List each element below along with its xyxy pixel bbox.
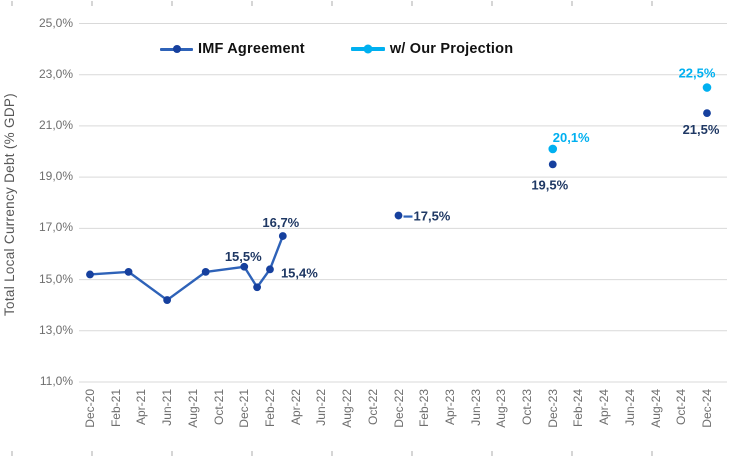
x-tick-label: Dec-21 — [237, 389, 252, 428]
edge-tick-mark — [11, 1, 13, 6]
data-point — [703, 109, 711, 118]
edge-tick-mark — [171, 451, 173, 456]
legend-dot-projection-icon — [363, 44, 373, 54]
edge-tick-mark — [251, 1, 253, 6]
data-point — [201, 267, 210, 276]
legend-dot-imf-icon — [172, 45, 181, 53]
data-label: 22,5% — [679, 66, 716, 81]
x-tick-label: Aug-21 — [185, 389, 200, 428]
x-tick-label: Feb-22 — [262, 389, 277, 428]
x-tick-label: Oct-24 — [674, 389, 689, 426]
x-axis: Dec-20 Feb-21 Apr-21 Jun-21 Aug-21 Oct-21 Dec-… — [0, 389, 730, 453]
y-tick-label: 13,0% — [38, 322, 73, 337]
x-tick-label: Feb-24 — [571, 389, 586, 428]
x-tick-label: Oct-23 — [520, 389, 535, 426]
edge-tick-mark — [491, 451, 493, 456]
data-label: 20,1% — [553, 130, 590, 145]
data-point — [702, 83, 712, 92]
data-point — [278, 232, 287, 240]
x-tick-label: Jun-21 — [160, 389, 175, 426]
data-point — [163, 296, 172, 304]
data-label: 15,5% — [225, 249, 262, 264]
x-tick-label: Oct-21 — [211, 389, 226, 426]
y-tick-label: 19,0% — [38, 169, 73, 184]
legend-item-imf-agreement: IMF Agreement — [160, 41, 305, 57]
y-tick-label: 11,0% — [39, 374, 73, 388]
x-tick-label: Apr-24 — [597, 389, 612, 426]
x-tick-label: Oct-22 — [365, 389, 380, 426]
data-label: 16,7% — [262, 215, 299, 230]
x-tick-label: Jun-24 — [622, 389, 637, 426]
x-tick-label: Dec-23 — [545, 389, 560, 428]
legend-item-our-projection: w/ Our Projection — [350, 41, 514, 57]
edge-tick-mark — [11, 451, 13, 456]
data-label: 19,5% — [531, 177, 568, 192]
edge-tick-mark — [91, 451, 93, 456]
edge-tick-mark — [91, 1, 93, 6]
data-label: 15,4% — [281, 265, 318, 280]
data-point — [86, 270, 94, 279]
edge-tick-mark — [571, 451, 573, 456]
edge-tick-mark — [411, 451, 413, 456]
x-tick-label: Aug-23 — [494, 389, 509, 428]
x-tick-label: Apr-21 — [134, 389, 149, 426]
data-point — [394, 211, 403, 220]
x-tick-label: Dec-24 — [700, 389, 714, 428]
series-line — [89, 235, 284, 302]
x-tick-label: Jun-23 — [468, 389, 483, 426]
chart-legend: IMF Agreement w/ Our Projection — [160, 39, 513, 59]
x-tick-label: Dec-20 — [83, 389, 97, 428]
edge-tick-mark — [331, 1, 333, 6]
data-label: 17,5% — [414, 209, 451, 224]
data-point — [124, 267, 133, 276]
y-tick-label: 15,0% — [38, 271, 73, 286]
edge-tick-mark — [571, 1, 573, 6]
y-axis: 25,0% 23,0% 21,0% 19,0% 17,0% 15,0% 13,0% 11,0% — [0, 0, 73, 462]
x-tick-label: Feb-23 — [417, 389, 432, 428]
edge-tick-mark — [651, 1, 653, 6]
edge-tick-mark — [491, 1, 493, 6]
edge-tick-mark — [331, 451, 333, 456]
legend-line-imf-icon — [160, 45, 193, 53]
x-tick-label: Dec-22 — [391, 389, 406, 428]
edge-tick-mark — [171, 1, 173, 6]
data-point — [548, 160, 557, 169]
x-tick-label: Aug-24 — [648, 389, 663, 428]
legend-line-projection-icon — [350, 44, 385, 54]
data-point — [240, 262, 249, 271]
y-tick-label: 21,0% — [38, 117, 73, 132]
edge-tick-mark — [251, 451, 253, 456]
y-tick-label: 23,0% — [38, 66, 73, 81]
x-tick-label: Feb-21 — [108, 389, 123, 428]
x-tick-label: Apr-23 — [442, 389, 457, 426]
x-tick-label: Aug-22 — [340, 389, 355, 428]
data-point — [548, 144, 558, 154]
data-point — [253, 283, 262, 292]
edge-tick-mark — [411, 1, 413, 6]
data-point — [266, 265, 274, 274]
y-tick-label: 25,0% — [38, 15, 73, 30]
legend-label-our-projection: w/ Our Projection — [389, 41, 514, 57]
y-tick-label: 17,0% — [38, 220, 73, 235]
legend-label-imf-agreement: IMF Agreement — [198, 41, 305, 57]
x-tick-label: Apr-22 — [288, 389, 303, 426]
data-label: 21,5% — [683, 122, 720, 137]
edge-tick-mark — [651, 451, 653, 456]
x-tick-label: Jun-22 — [314, 389, 329, 426]
